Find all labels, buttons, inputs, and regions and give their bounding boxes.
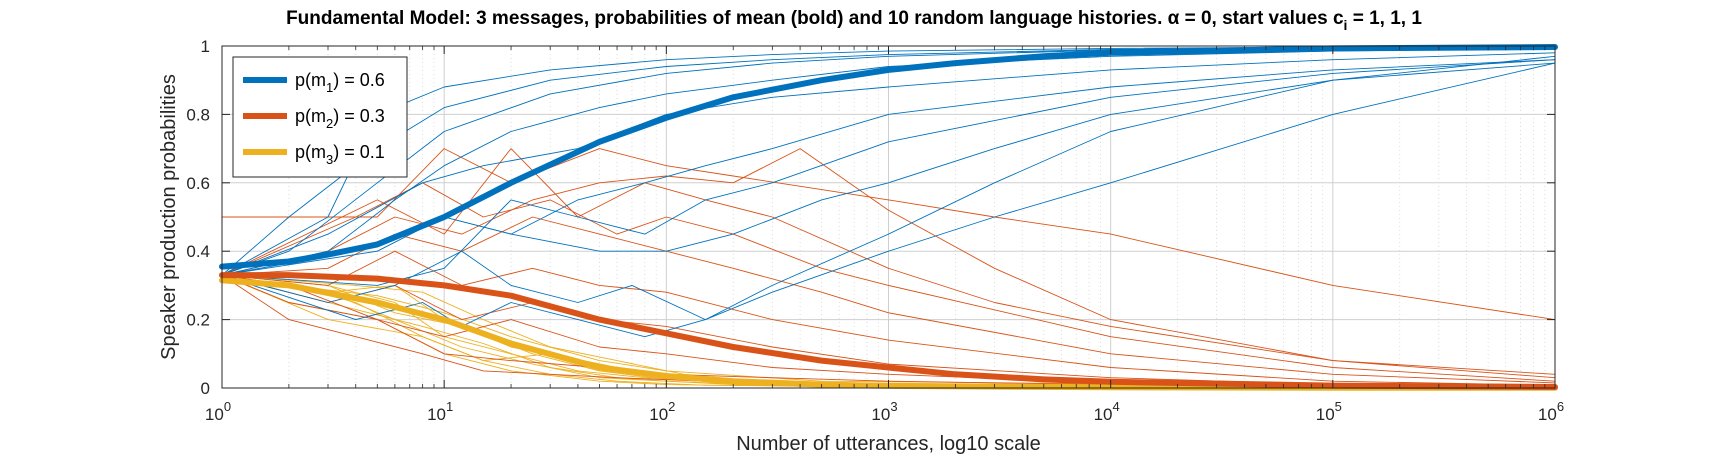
y-axis-label: Speaker production probabilities: [158, 74, 180, 360]
x-axis-label: Number of utterances, log10 scale: [736, 433, 1041, 455]
legend-label: p(m1) = 0.6: [295, 70, 385, 95]
history-line-m1: [221, 52, 1556, 276]
x-tick-label: 102: [649, 399, 675, 424]
legend-label: p(m2) = 0.3: [295, 106, 385, 131]
legend-label: p(m3) = 0.1: [295, 142, 385, 167]
history-line-m2: [221, 250, 1556, 386]
history-line-m2: [222, 148, 1556, 321]
mean-line-m2: [219, 272, 1558, 390]
x-tick-label: 106: [1538, 399, 1564, 424]
axis-ticks: [221, 45, 1556, 389]
y-tick-label: 0.8: [186, 105, 210, 124]
x-tick-label: 103: [871, 399, 897, 424]
x-tick-labels: 100 101 102 103 104 105 106: [205, 399, 1564, 424]
history-line-m2: [221, 148, 1556, 379]
history-line-m1: [221, 62, 1556, 338]
legend: p(m1) = 0.6 p(m2) = 0.3 p(m3) = 0.1: [232, 56, 408, 178]
mean-line-m1: [219, 44, 1558, 270]
chart-title: Fundamental Model: 3 messages, probabili…: [286, 8, 1422, 33]
y-tick-label: 1: [201, 37, 210, 56]
y-tick-label: 0.6: [186, 174, 210, 193]
y-tick-label: 0: [201, 379, 210, 398]
y-tick-labels: 0 0.2 0.4 0.6 0.8 1: [186, 37, 210, 398]
history-line-m1: [221, 47, 1556, 276]
x-tick-label: 101: [427, 399, 453, 424]
history-line-m3: [221, 274, 1556, 389]
y-tick-label: 0.4: [186, 242, 210, 261]
y-tick-label: 0.2: [186, 311, 210, 330]
history-line-m1: [221, 59, 1556, 286]
x-tick-label: 104: [1094, 399, 1120, 424]
x-tick-label: 105: [1316, 399, 1342, 424]
x-tick-label: 100: [205, 399, 231, 424]
minor-grid: [288, 46, 1546, 388]
